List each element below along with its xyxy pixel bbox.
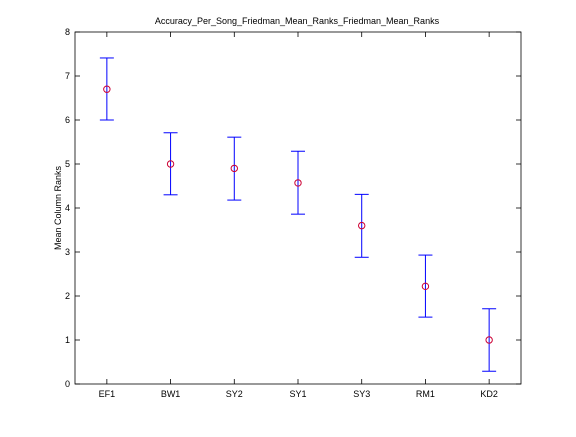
error-bar — [99, 57, 114, 121]
error-bars — [99, 57, 497, 372]
x-tick-label: SY1 — [289, 389, 306, 399]
y-tick-label: 3 — [65, 247, 70, 257]
error-bar — [291, 150, 305, 215]
y-tick-label: 4 — [65, 203, 70, 213]
x-tick-label: SY2 — [226, 389, 243, 399]
error-bar — [354, 193, 369, 258]
data-point — [485, 336, 493, 344]
data-point — [166, 160, 175, 168]
y-tick-label: 7 — [65, 71, 70, 81]
y-tick-label: 0 — [65, 379, 70, 389]
y-tick-label: 6 — [65, 115, 70, 125]
y-tick-label: 1 — [65, 335, 70, 345]
x-tick-label: KD2 — [480, 389, 498, 399]
chart-title: Accuracy_Per_Song_Friedman_Mean_Ranks_Fr… — [155, 16, 440, 26]
y-tick-label: 2 — [65, 291, 70, 301]
data-point — [230, 164, 238, 173]
data-point — [358, 221, 366, 230]
data-point — [294, 179, 302, 187]
x-tick-label: EF1 — [99, 389, 116, 399]
y-tick-label: 8 — [65, 27, 70, 37]
x-tick-label: BW1 — [161, 389, 181, 399]
error-bar — [418, 254, 433, 318]
x-tick-label: SY3 — [353, 389, 370, 399]
x-axis: EF1 BW1 SY2 SY1 SY3 RM1 KD2 — [99, 32, 498, 399]
data-points — [103, 85, 493, 344]
error-bar — [163, 132, 178, 196]
data-point — [103, 85, 111, 93]
error-bar — [227, 136, 242, 201]
data-point — [421, 282, 430, 291]
y-tick-label: 5 — [65, 159, 70, 169]
error-bar — [482, 308, 497, 372]
y-axis-label: Mean Column Ranks — [53, 165, 63, 250]
x-tick-label: RM1 — [416, 389, 435, 399]
y-axis: 0 1 2 3 4 5 6 7 8 — [65, 27, 521, 389]
